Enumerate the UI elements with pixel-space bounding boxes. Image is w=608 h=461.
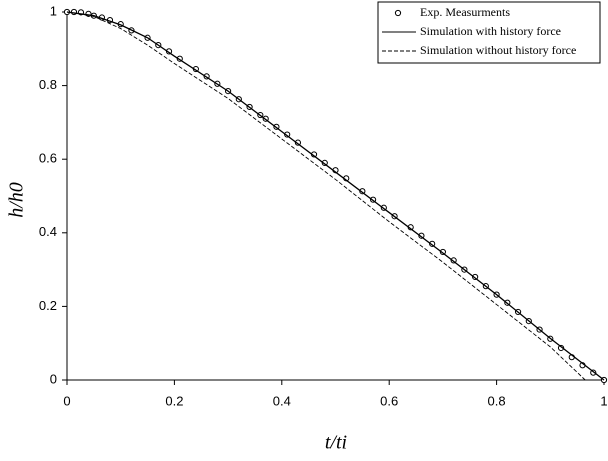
- y-tick-label: 0.2: [39, 298, 57, 313]
- y-tick-label: 1: [50, 3, 57, 18]
- legend-label: Simulation without history force: [420, 43, 576, 57]
- y-tick-label: 0.8: [39, 77, 57, 92]
- x-tick-label: 0: [63, 393, 70, 408]
- x-tick-label: 0.8: [488, 393, 506, 408]
- x-tick-label: 0.6: [380, 393, 398, 408]
- x-axis-label: t/ti: [325, 432, 347, 454]
- y-tick-label: 0.6: [39, 151, 57, 166]
- legend-label: Simulation with history force: [420, 24, 561, 38]
- legend-marker: [394, 9, 402, 17]
- y-axis-label: h/h0: [6, 182, 28, 218]
- x-tick-label: 1: [600, 393, 607, 408]
- legend-label: Exp. Measurments: [420, 5, 510, 19]
- line: [66, 11, 605, 381]
- x-tick-label: 0.4: [273, 393, 291, 408]
- line: [66, 11, 586, 381]
- y-tick-label: 0.4: [39, 224, 57, 239]
- legend-box: [377, 1, 601, 64]
- y-tick-label: 0: [50, 371, 57, 386]
- x-tick-label: 0.2: [165, 393, 183, 408]
